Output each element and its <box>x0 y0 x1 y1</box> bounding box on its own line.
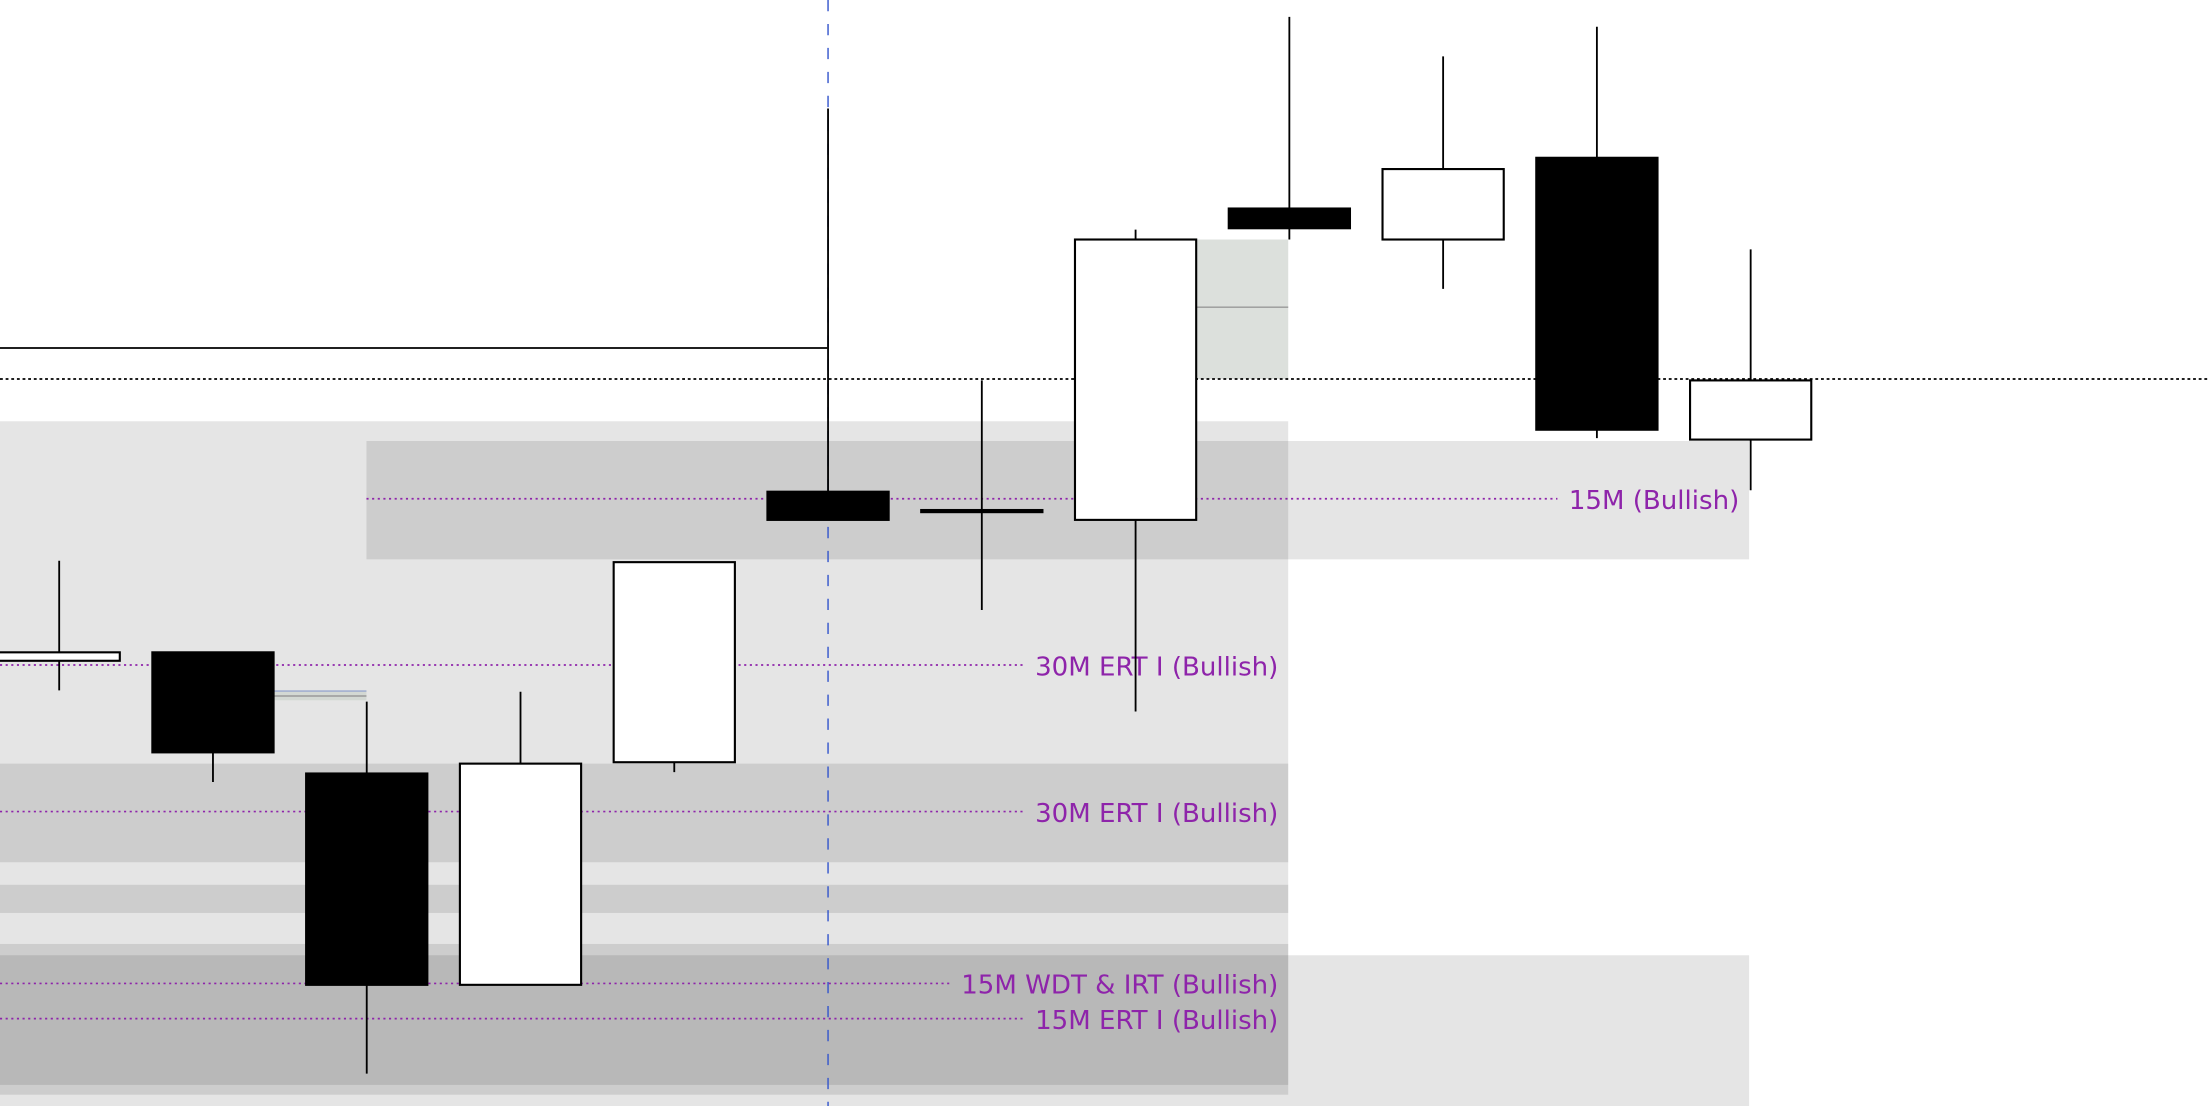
zone-thin <box>0 884 1289 913</box>
candle <box>612 561 736 773</box>
zone-15m <box>366 440 1750 560</box>
candle <box>766 108 890 521</box>
candle <box>1073 229 1198 712</box>
zones <box>0 239 1750 1106</box>
candle-body-bullish <box>1689 379 1813 441</box>
candle-body-bullish <box>920 508 1044 514</box>
level-label-15m-ert: 15M ERT I (Bullish) <box>1035 1006 1278 1036</box>
candle <box>920 380 1044 611</box>
candle-body-bullish <box>612 561 736 764</box>
zone-30m <box>0 763 1289 863</box>
candle <box>1689 249 1813 491</box>
candle-body-bullish <box>0 651 121 662</box>
candle-body-bearish <box>766 490 890 521</box>
candle <box>1227 16 1352 240</box>
candle-body-bullish <box>1381 168 1505 241</box>
zone-bottom-wide <box>0 955 1750 1106</box>
candle-body-bullish <box>1073 238 1198 521</box>
candle <box>305 701 429 1074</box>
candle-body-bearish <box>1535 156 1659 431</box>
level-label-30m-ert-1: 30M ERT I (Bullish) <box>1035 652 1278 682</box>
candle <box>151 651 275 782</box>
candle <box>0 560 121 691</box>
candle-body-bearish <box>305 772 429 986</box>
candle <box>458 691 583 986</box>
fvg-zone <box>1195 239 1289 379</box>
candle-body-bearish <box>151 651 275 754</box>
level-label-15m: 15M (Bullish) <box>1569 486 1739 516</box>
candle <box>1381 56 1505 289</box>
candle-body-bullish <box>458 762 583 986</box>
level-label-30m-ert-2: 30M ERT I (Bullish) <box>1035 799 1278 829</box>
candle-body-bearish <box>1227 207 1352 230</box>
candle <box>1535 26 1659 439</box>
level-label-15m-wdt-irt: 15M WDT & IRT (Bullish) <box>961 971 1278 1001</box>
candles <box>0 16 1813 1074</box>
zone-bottom <box>0 943 1289 1085</box>
